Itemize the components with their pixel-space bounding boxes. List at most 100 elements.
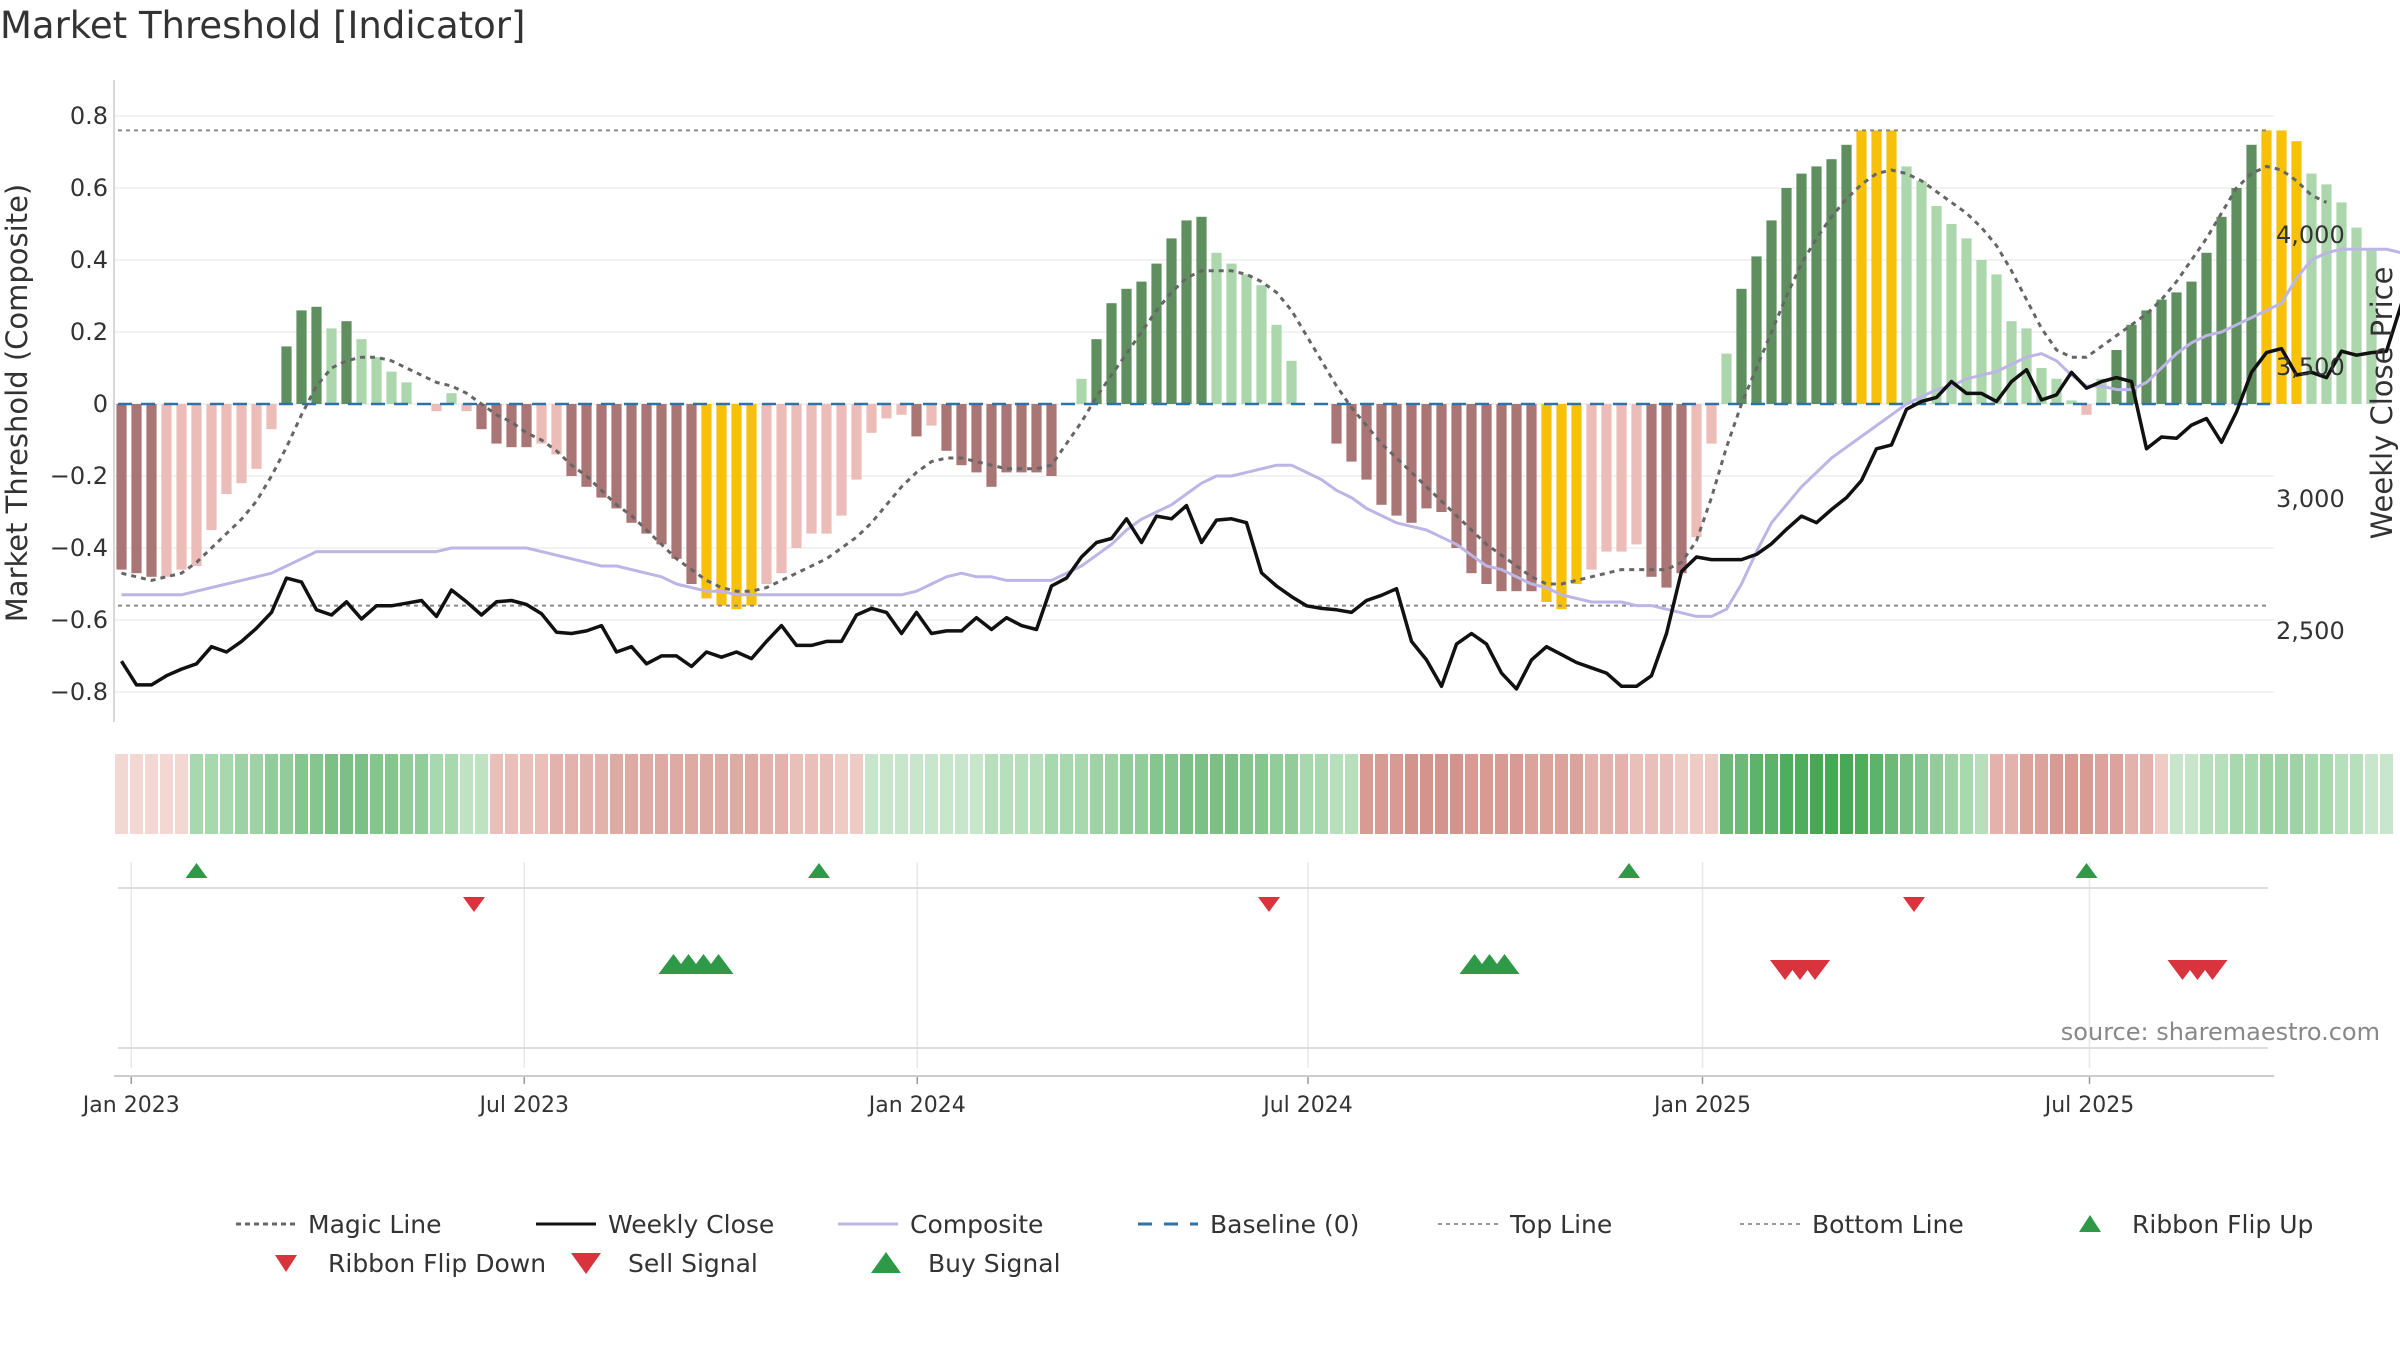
- histogram-bar: [2216, 216, 2227, 404]
- histogram-bar: [1931, 206, 1942, 404]
- legend-label: Sell Signal: [628, 1249, 758, 1278]
- ribbon-cell: [1855, 754, 1868, 834]
- histogram-bar: [1571, 404, 1582, 584]
- ribbon-cell: [1735, 754, 1748, 834]
- histogram-bar: [341, 321, 352, 404]
- ribbon-cell: [1015, 754, 1028, 834]
- ribbon-cell: [205, 754, 218, 834]
- ribbon-cell: [1690, 754, 1703, 834]
- ribbon-cell: [2170, 754, 2183, 834]
- ribbon-cell: [2290, 754, 2303, 834]
- ribbon-flip-up-marker: [2075, 863, 2098, 878]
- ribbon-cell: [430, 754, 443, 834]
- histogram-bar: [1556, 404, 1567, 610]
- histogram-bar: [956, 404, 967, 466]
- y-tick-label: −0.6: [50, 606, 108, 634]
- ribbon-cell: [1510, 754, 1523, 834]
- ribbon-cell: [280, 754, 293, 834]
- ribbon-cell: [1270, 754, 1283, 834]
- histogram-bar: [821, 404, 832, 534]
- ribbon-flip-up-marker: [1618, 863, 1640, 878]
- y2-axis-label: Weekly Close Price: [2365, 267, 2399, 540]
- histogram-bar: [1136, 281, 1147, 404]
- y-tick-label: −0.2: [50, 462, 108, 490]
- ribbon-cell: [1705, 754, 1718, 834]
- histogram-bar: [926, 404, 937, 426]
- ribbon-cell: [1045, 754, 1058, 834]
- legend-item-sell: Sell Signal: [571, 1249, 758, 1278]
- legend-label: Composite: [910, 1210, 1043, 1239]
- histogram-bar: [2321, 184, 2332, 404]
- histogram-bar: [116, 404, 127, 570]
- histogram-bar: [1256, 285, 1267, 404]
- legend-label: Magic Line: [308, 1210, 442, 1239]
- histogram-bar: [1916, 180, 1927, 404]
- ribbon-cell: [1990, 754, 2003, 834]
- x-tick-label: Jan 2024: [867, 1093, 966, 1118]
- histogram-bar: [521, 404, 532, 448]
- ribbon-cell: [310, 754, 323, 834]
- histogram-bar: [386, 371, 397, 404]
- ribbon-cell: [1120, 754, 1133, 834]
- histogram-bar: [581, 404, 592, 487]
- ribbon-cell: [1780, 754, 1793, 834]
- source-credit: source: sharemaestro.com: [2061, 1018, 2380, 1046]
- ribbon-cell: [400, 754, 413, 834]
- ribbon-flip-up-marker: [185, 863, 208, 878]
- histogram-bar: [731, 404, 742, 610]
- ribbon-cell: [865, 754, 878, 834]
- histogram-bar: [791, 404, 802, 548]
- ribbon-cell: [2305, 754, 2318, 834]
- histogram-bar: [131, 404, 142, 574]
- histogram-bar: [1001, 404, 1012, 473]
- legend-item-bottom: Bottom Line: [1740, 1210, 1964, 1239]
- histogram-bar: [1481, 404, 1492, 584]
- ribbon-cell: [1870, 754, 1883, 834]
- ribbon-cell: [1495, 754, 1508, 834]
- gridlines: [114, 115, 2274, 1068]
- histogram-bar: [2126, 324, 2137, 404]
- ribbon-cell: [1570, 754, 1583, 834]
- y-tick-label: −0.8: [50, 678, 108, 706]
- ribbon-cell: [2335, 754, 2348, 834]
- ribbon-cell: [1150, 754, 1163, 834]
- histogram-bar: [2081, 404, 2092, 415]
- ribbon-cell: [220, 754, 233, 834]
- histogram-bar: [1331, 404, 1342, 444]
- chart-title: Market Threshold [Indicator]: [0, 4, 526, 47]
- histogram-bar: [686, 404, 697, 584]
- ribbon-cell: [730, 754, 743, 834]
- x-tick-label: Jul 2023: [477, 1093, 569, 1118]
- histogram-bar: [2156, 299, 2167, 404]
- ribbon-cell: [700, 754, 713, 834]
- ribbon-cell: [925, 754, 938, 834]
- histogram-bar: [2051, 378, 2062, 404]
- histogram-bar: [311, 306, 322, 404]
- ribbon-cell: [610, 754, 623, 834]
- histogram-bar: [1241, 274, 1252, 404]
- x-tick-label: Jul 2024: [1261, 1093, 1353, 1118]
- histogram-bar: [2066, 400, 2077, 404]
- ribbon-cell: [2200, 754, 2213, 834]
- histogram-bar: [1211, 252, 1222, 404]
- ribbon-cell: [1000, 754, 1013, 834]
- histogram-bar: [1346, 404, 1357, 462]
- ribbon-cell: [745, 754, 758, 834]
- legend-label: Buy Signal: [928, 1249, 1061, 1278]
- ribbon-cell: [805, 754, 818, 834]
- ribbon-cell: [2005, 754, 2018, 834]
- ribbon-cell: [775, 754, 788, 834]
- legend-label: Weekly Close: [608, 1210, 774, 1239]
- ribbon-cell: [1480, 754, 1493, 834]
- ribbon-cell: [895, 754, 908, 834]
- legend-swatch: [571, 1253, 601, 1274]
- legend-label: Ribbon Flip Up: [2132, 1210, 2313, 1239]
- histogram-bar: [506, 404, 517, 448]
- ribbon-cell: [1885, 754, 1898, 834]
- histogram-bar: [1991, 274, 2002, 404]
- ribbon-cell: [2080, 754, 2093, 834]
- ribbon-flip-down-marker: [1258, 897, 1280, 912]
- legend-label: Ribbon Flip Down: [328, 1249, 546, 1278]
- ribbon-cell: [490, 754, 503, 834]
